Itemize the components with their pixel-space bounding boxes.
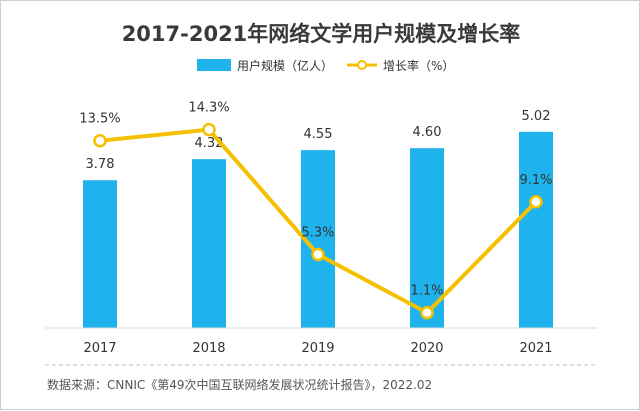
- x-tick-label-2021: 2021: [519, 341, 552, 356]
- bar-2017: [83, 180, 117, 328]
- x-tick-label-2019: 2019: [301, 341, 334, 356]
- growth-point-2019: [311, 247, 325, 262]
- growth-value-label-2018: 14.3%: [188, 101, 229, 116]
- legend-bar-swatch: [197, 59, 231, 71]
- bar-2021: [519, 131, 553, 328]
- bar-value-label-2020: 4.60: [413, 125, 442, 140]
- legend-line-marker: [357, 60, 367, 70]
- bar-value-label-2017: 3.78: [86, 157, 115, 172]
- bar-value-label-2019: 4.55: [304, 127, 333, 142]
- source-note: 数据来源：CNNIC《第49次中国互联网络发展状况统计报告》，2022.02: [47, 377, 432, 392]
- growth-value-label-2021: 9.1%: [519, 173, 552, 188]
- chart-title: 2017-2021年网络文学用户规模及增长率: [122, 22, 521, 46]
- legend: 用户规模（亿人） 增长率（%）: [197, 58, 454, 73]
- bar-2018: [192, 159, 226, 328]
- growth-value-label-2019: 5.3%: [301, 225, 334, 240]
- legend-bar-label: 用户规模（亿人）: [237, 58, 333, 73]
- growth-point-2017: [93, 133, 107, 148]
- bar-value-label-2021: 5.02: [522, 109, 551, 124]
- x-tick-label-2018: 2018: [192, 341, 225, 356]
- growth-value-label-2020: 1.1%: [410, 284, 443, 299]
- plot-area: 3.7820174.3220184.5520194.6020205.022021…: [79, 101, 553, 356]
- growth-point-2018: [202, 122, 216, 137]
- growth-value-label-2017: 13.5%: [79, 112, 120, 127]
- x-tick-label-2017: 2017: [83, 341, 116, 356]
- bar-2020: [410, 148, 444, 328]
- x-tick-label-2020: 2020: [410, 341, 443, 356]
- growth-point-2021: [529, 195, 543, 209]
- legend-line-label: 增长率（%）: [383, 58, 454, 73]
- growth-point-2020: [420, 305, 434, 320]
